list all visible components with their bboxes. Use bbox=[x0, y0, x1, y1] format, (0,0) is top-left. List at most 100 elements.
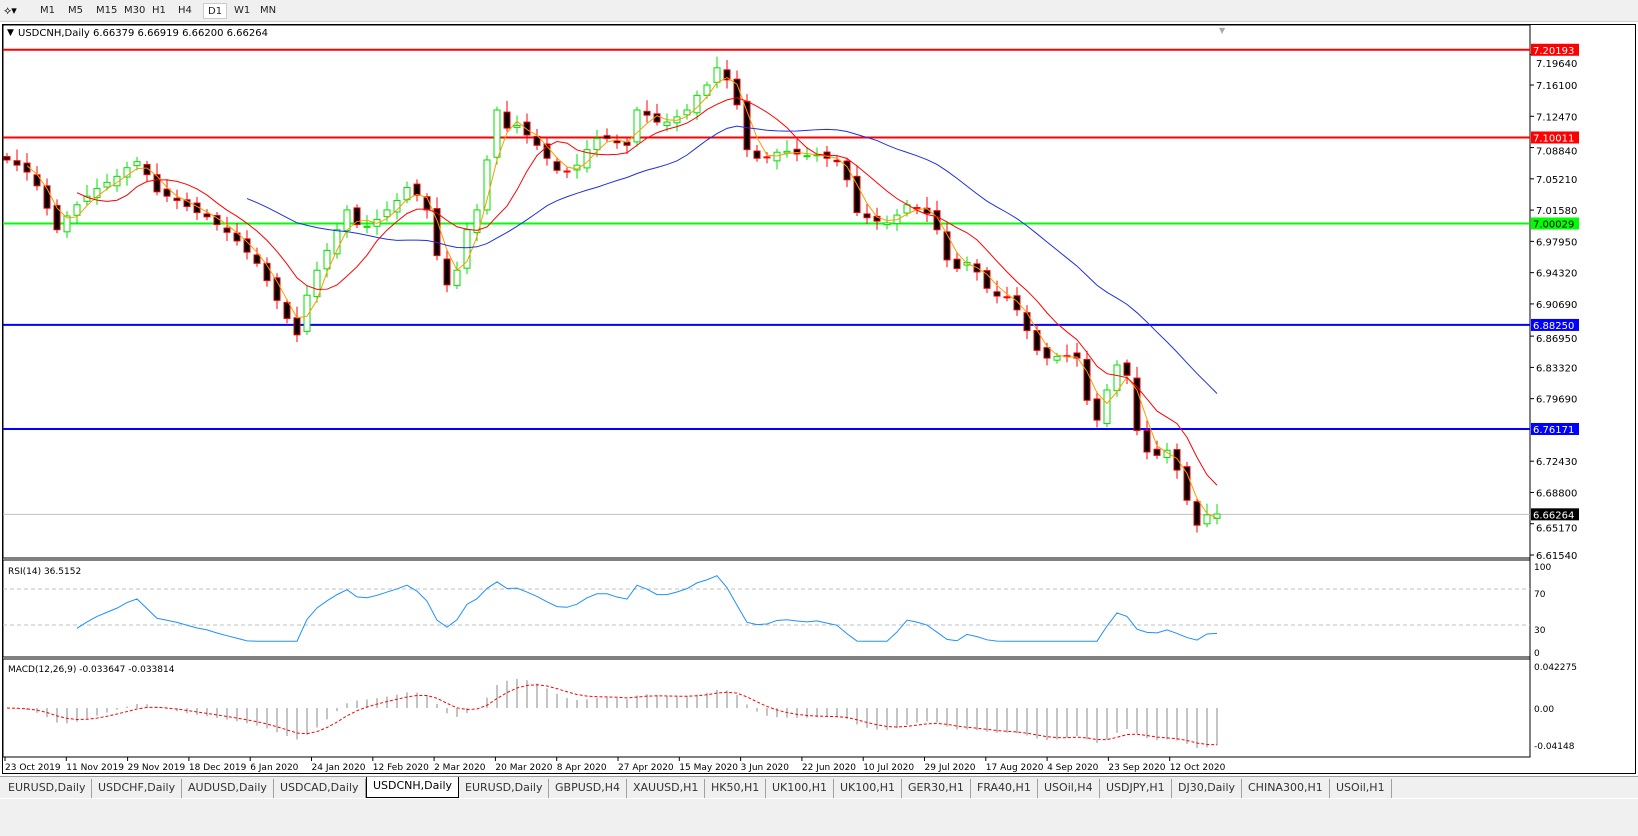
candle bbox=[453, 269, 461, 287]
candle bbox=[293, 317, 301, 336]
candle bbox=[1173, 449, 1181, 471]
price-line-label-bg bbox=[1531, 318, 1579, 331]
candle bbox=[1113, 364, 1121, 392]
price-line-label: 6.88250 bbox=[1533, 321, 1574, 332]
chart-tab[interactable]: CHINA300,H1 bbox=[1242, 779, 1330, 798]
candle bbox=[303, 294, 311, 332]
candle bbox=[33, 174, 41, 187]
drawing-tool-icon[interactable]: ⟡▾ bbox=[4, 4, 17, 17]
timeframe-m5[interactable]: M5 bbox=[68, 5, 83, 16]
rsi-label: RSI(14) 36.5152 bbox=[8, 567, 81, 577]
candle bbox=[703, 84, 711, 96]
chart-tab[interactable]: USDCHF,Daily bbox=[92, 779, 183, 798]
candle bbox=[433, 208, 441, 257]
date-label: 8 Apr 2020 bbox=[557, 763, 607, 773]
date-label: 10 Jul 2020 bbox=[863, 763, 914, 773]
price-tick-label: 6.61540 bbox=[1536, 551, 1577, 562]
date-label: 23 Sep 2020 bbox=[1108, 763, 1165, 773]
price-tick-label: 7.01580 bbox=[1536, 206, 1577, 217]
candle bbox=[723, 69, 731, 81]
candle bbox=[143, 163, 151, 176]
candle bbox=[1073, 352, 1081, 359]
timeframe-m1[interactable]: M1 bbox=[40, 5, 55, 16]
candle bbox=[383, 209, 391, 218]
chart-tab[interactable]: GBPUSD,H4 bbox=[549, 779, 627, 798]
timeframe-m15[interactable]: M15 bbox=[96, 5, 118, 16]
candle bbox=[253, 254, 261, 264]
candle bbox=[133, 161, 141, 167]
candle bbox=[773, 151, 781, 162]
candle bbox=[123, 167, 131, 178]
ma-fast-line bbox=[26, 76, 1218, 519]
candle bbox=[913, 207, 921, 210]
chart-tab[interactable]: EURUSD,Daily bbox=[459, 779, 550, 798]
price-tick-label: 6.97950 bbox=[1536, 237, 1577, 248]
chart-tab[interactable]: USDCAD,Daily bbox=[274, 779, 366, 798]
chart-tab[interactable]: USOil,H4 bbox=[1038, 779, 1100, 798]
candle bbox=[473, 209, 481, 234]
candle bbox=[563, 170, 571, 173]
candle bbox=[793, 148, 801, 155]
chart-tab[interactable]: USDJPY,H1 bbox=[1100, 779, 1172, 798]
price-line-label-bg bbox=[1531, 43, 1579, 56]
chart-tab[interactable]: GER30,H1 bbox=[902, 779, 971, 798]
candle bbox=[753, 150, 761, 159]
candle bbox=[173, 197, 181, 201]
date-label: 23 Oct 2019 bbox=[5, 763, 61, 773]
chart-tab[interactable]: UK100,H1 bbox=[834, 779, 903, 798]
timeframe-mn[interactable]: MN bbox=[260, 5, 277, 16]
current-price-label: 6.66264 bbox=[1533, 510, 1574, 521]
chart-window[interactable]: ▼ USDCNH,Daily 6.66379 6.66919 6.66200 6.… bbox=[2, 24, 1636, 774]
price-line-label-bg bbox=[1531, 217, 1579, 230]
chart-tab[interactable]: HK50,H1 bbox=[705, 779, 767, 798]
chart-tab[interactable]: FRA40,H1 bbox=[971, 779, 1038, 798]
macd-tick-label: 0.042275 bbox=[1534, 663, 1577, 673]
candle bbox=[983, 270, 991, 289]
candle bbox=[663, 121, 671, 127]
price-tick-label: 6.90690 bbox=[1536, 300, 1577, 311]
chart-tab[interactable]: DJ30,Daily bbox=[1172, 779, 1243, 798]
date-label: 20 Mar 2020 bbox=[495, 763, 552, 773]
candle bbox=[63, 215, 71, 233]
date-label: 11 Nov 2019 bbox=[66, 763, 124, 773]
candle bbox=[863, 213, 871, 219]
candle bbox=[1183, 466, 1191, 501]
timeframe-h4[interactable]: H4 bbox=[178, 5, 192, 16]
chart-canvas[interactable]: ▼ USDCNH,Daily 6.66379 6.66919 6.66200 6.… bbox=[2, 24, 1637, 775]
candle bbox=[13, 160, 21, 166]
timeframe-h1[interactable]: H1 bbox=[152, 5, 166, 16]
candle bbox=[1013, 295, 1021, 311]
price-line-label: 7.10011 bbox=[1533, 133, 1574, 144]
candle bbox=[763, 156, 771, 159]
chart-tab[interactable]: USOil,H1 bbox=[1330, 779, 1392, 798]
timeframe-w1[interactable]: W1 bbox=[234, 5, 251, 16]
price-tick-label: 6.72430 bbox=[1536, 457, 1577, 468]
date-label: 29 Jul 2020 bbox=[925, 763, 976, 773]
timeframe-m30[interactable]: M30 bbox=[124, 5, 146, 16]
candle bbox=[593, 137, 601, 151]
price-tick-label: 6.94320 bbox=[1536, 269, 1577, 280]
candle bbox=[203, 213, 211, 218]
chart-tab[interactable]: USDCNH,Daily bbox=[366, 777, 460, 798]
candle bbox=[363, 225, 371, 228]
candle bbox=[843, 160, 851, 181]
rsi-line bbox=[76, 575, 1218, 642]
candle bbox=[3, 156, 11, 161]
macd-tick-label: 0.00 bbox=[1534, 705, 1554, 715]
candle bbox=[1133, 377, 1141, 431]
timeframe-d1[interactable]: D1 bbox=[203, 3, 228, 19]
candle bbox=[73, 204, 81, 216]
chart-tab[interactable]: UK100,H1 bbox=[766, 779, 835, 798]
rsi-panel bbox=[2, 559, 1531, 658]
chart-tab[interactable]: XAUUSD,H1 bbox=[627, 779, 706, 798]
candle bbox=[613, 140, 621, 144]
chart-tab[interactable]: EURUSD,Daily bbox=[2, 779, 93, 798]
one-click-trading-arrow: ▼ bbox=[1219, 26, 1226, 35]
macd-tick-label: -0.04148 bbox=[1534, 742, 1575, 752]
status-area bbox=[0, 799, 1638, 836]
chart-tab[interactable]: AUDUSD,Daily bbox=[182, 779, 274, 798]
price-line-label-bg bbox=[1531, 131, 1579, 144]
candle bbox=[333, 229, 341, 255]
candle bbox=[993, 291, 1001, 297]
candle bbox=[1023, 312, 1031, 332]
